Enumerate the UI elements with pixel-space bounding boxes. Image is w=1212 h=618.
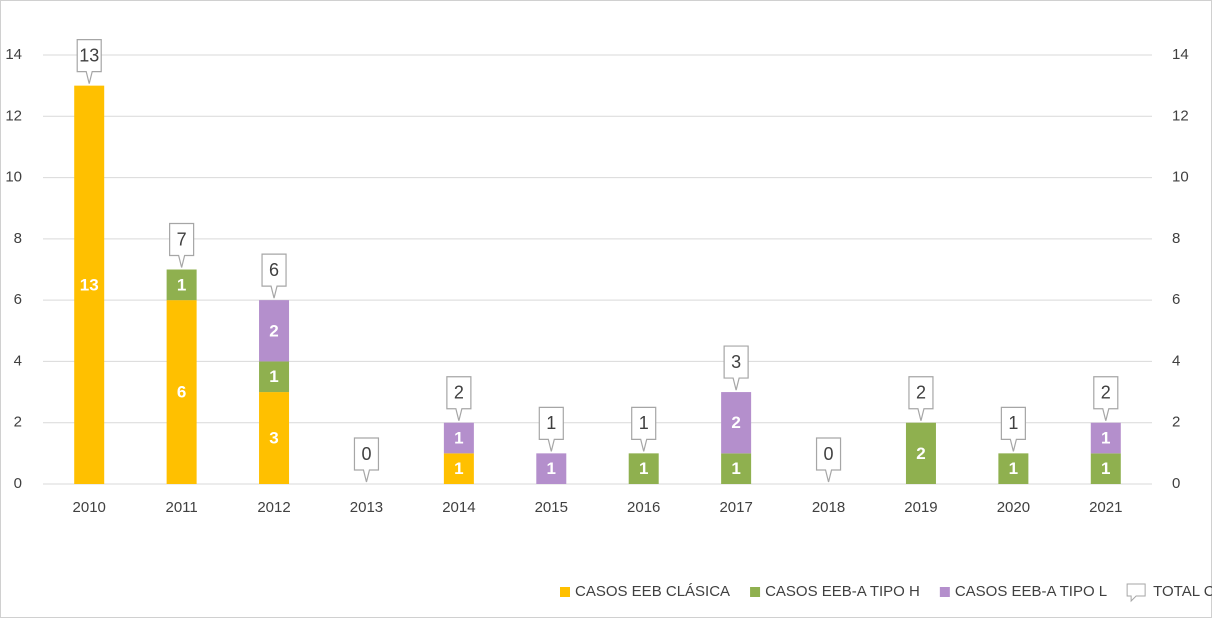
- y2-tick-label: 10: [1172, 169, 1189, 186]
- y-tick-label: 6: [14, 291, 22, 308]
- bar-segment: [905, 422, 936, 484]
- total-label: 2: [454, 382, 464, 402]
- total-callout: [723, 345, 749, 391]
- total-label: 0: [361, 444, 371, 464]
- y-tick-label: 12: [5, 107, 22, 124]
- y2-tick-label: 6: [1172, 291, 1180, 308]
- data-label: 1: [454, 459, 463, 478]
- bar-segment: [536, 453, 567, 484]
- bar-segment: [259, 300, 290, 362]
- legend-label: CASOS EEB CLÁSICA: [575, 583, 730, 600]
- y-tick-label: 14: [5, 46, 22, 63]
- total-callout: [353, 437, 380, 483]
- bar-segment: [259, 392, 290, 484]
- x-tick-label: 2021: [1089, 499, 1122, 516]
- data-label: 2: [269, 321, 278, 340]
- total-label: 6: [269, 260, 279, 280]
- total-label: 3: [731, 352, 741, 372]
- data-label: 1: [454, 429, 463, 448]
- bar-segment: [721, 392, 752, 454]
- legend-swatch: [560, 587, 570, 597]
- data-label: 2: [916, 444, 925, 463]
- x-tick-label: 2015: [535, 499, 568, 516]
- bar-segment: [166, 269, 197, 301]
- y2-tick-label: 12: [1172, 107, 1189, 124]
- total-label: 1: [546, 413, 556, 433]
- data-label: 1: [547, 459, 556, 478]
- data-label: 1: [269, 367, 278, 386]
- legend-swatch: [1126, 583, 1146, 603]
- data-label: 1: [1101, 429, 1110, 448]
- total-label: 2: [916, 382, 926, 402]
- bar-segment: [443, 453, 474, 484]
- total-label: 1: [639, 413, 649, 433]
- total-callout: [169, 222, 195, 268]
- x-tick-label: 2012: [257, 499, 290, 516]
- total-callout: [446, 376, 472, 421]
- data-label: 1: [177, 275, 186, 294]
- legend-label: CASOS EEB-A TIPO L: [955, 583, 1107, 600]
- y2-tick-label: 2: [1172, 414, 1180, 431]
- total-label: 0: [824, 444, 834, 464]
- total-label: 13: [79, 45, 99, 65]
- y2-tick-label: 4: [1172, 352, 1180, 369]
- legend-label: TOTAL CASOS: [1153, 583, 1212, 600]
- total-callout: [1093, 376, 1119, 421]
- data-label: 6: [177, 383, 186, 402]
- y2-tick-label: 0: [1172, 475, 1180, 492]
- x-tick-label: 2019: [904, 499, 937, 516]
- y-tick-label: 0: [14, 475, 22, 492]
- total-callout: [261, 253, 287, 299]
- x-tick-label: 2016: [627, 499, 660, 516]
- data-label: 2: [731, 413, 740, 432]
- y2-tick-label: 8: [1172, 230, 1180, 247]
- data-label: 1: [639, 459, 648, 478]
- legend-swatch: [750, 587, 761, 597]
- x-tick-label: 2020: [997, 499, 1030, 516]
- x-tick-label: 2011: [165, 499, 197, 516]
- total-label: 7: [177, 229, 187, 249]
- bar-segment: [74, 85, 105, 485]
- total-callout: [908, 376, 934, 421]
- bar-segment: [998, 453, 1029, 484]
- bar-segment: [628, 453, 659, 484]
- bar-segment: [721, 453, 752, 484]
- y-tick-label: 2: [14, 414, 22, 431]
- bar-segment: [166, 300, 197, 484]
- bar-segment: [443, 422, 474, 454]
- y-tick-label: 4: [14, 352, 22, 369]
- data-label: 13: [80, 275, 99, 294]
- bar-segment: [1090, 453, 1121, 484]
- legend-swatch: [939, 587, 950, 597]
- data-label: 1: [731, 459, 740, 478]
- y2-tick-label: 14: [1172, 46, 1189, 63]
- y-tick-label: 8: [14, 230, 22, 247]
- x-tick-label: 2018: [812, 499, 845, 516]
- y-tick-label: 10: [5, 169, 22, 186]
- x-tick-label: 2014: [442, 499, 475, 516]
- x-tick-label: 2010: [73, 499, 106, 516]
- total-label: 2: [1101, 382, 1111, 402]
- total-callout: [815, 437, 842, 483]
- x-tick-label: 2013: [350, 499, 383, 516]
- x-tick-label: 2017: [719, 499, 752, 516]
- total-label: 1: [1008, 413, 1018, 433]
- total-callout: [1000, 406, 1026, 452]
- total-callout: [76, 39, 102, 84]
- legend-label: CASOS EEB-A TIPO H: [765, 583, 920, 600]
- data-label: 1: [1101, 459, 1110, 478]
- data-label: 1: [1009, 459, 1018, 478]
- bar-segment: [259, 361, 290, 393]
- data-label: 3: [269, 429, 278, 448]
- total-callout: [631, 406, 657, 452]
- total-callout: [538, 406, 564, 452]
- bar-segment: [1090, 422, 1121, 454]
